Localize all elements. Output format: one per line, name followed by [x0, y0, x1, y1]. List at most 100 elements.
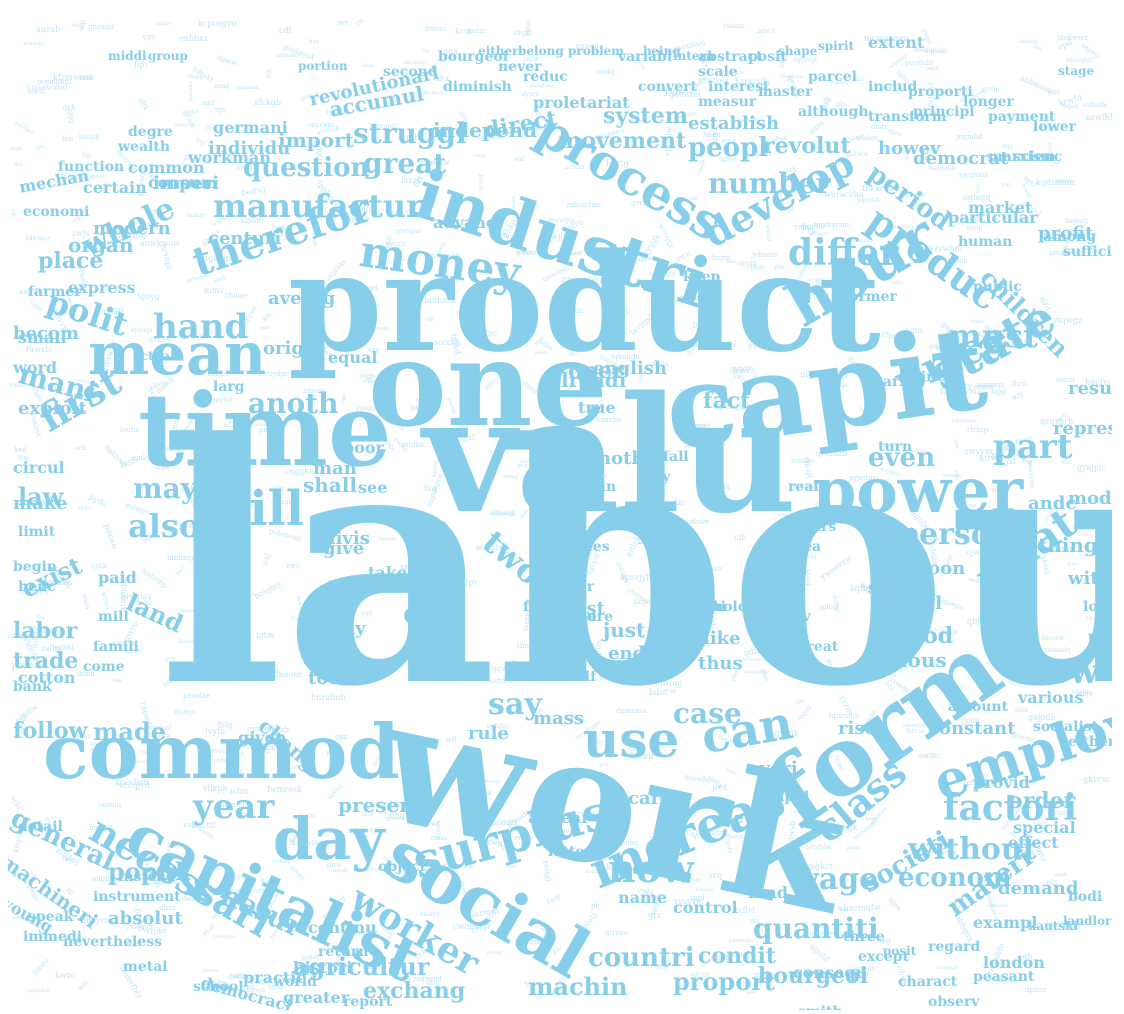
filler-word: nisgs: [777, 512, 791, 518]
filler-word: iwr: [337, 20, 349, 27]
filler-word: mjkx: [281, 293, 294, 299]
filler-word: qqd: [691, 894, 705, 902]
filler-word: jzvtjx: [847, 845, 861, 851]
filler-word: hkassyn: [987, 903, 1008, 909]
filler-word: ksf: [855, 76, 864, 83]
word-right: right: [803, 509, 843, 525]
filler-word: mut: [517, 463, 527, 469]
word-centuri: centuri: [208, 228, 282, 249]
word-begin: begin: [13, 559, 57, 575]
word-man: man: [313, 458, 357, 479]
filler-word: sjgy: [183, 112, 194, 118]
filler-word: slegakz: [1050, 810, 1073, 817]
filler-word: cqaawxod: [27, 83, 68, 92]
filler-word: xvksgvc: [791, 458, 816, 465]
filler-word: hkfpd: [633, 599, 651, 606]
filler-word: gajpdh: [1028, 713, 1056, 722]
word-averag: averag: [268, 288, 336, 309]
filler-word: yqg: [361, 610, 373, 617]
filler-word: hxbu: [137, 600, 152, 607]
filler-word: zmawxtdg: [561, 275, 603, 284]
filler-word: hgd: [988, 156, 1002, 164]
filler-word: rfsqgagv: [354, 20, 379, 28]
filler-word: yukcf: [152, 724, 172, 732]
filler-word: hmifm: [1085, 378, 1111, 387]
filler-word: eywnpi: [131, 327, 153, 334]
filler-word: xwnydpr: [258, 370, 289, 378]
word-andc: andc: [1028, 493, 1077, 514]
word-time: time: [138, 371, 392, 489]
filler-word: cdt: [279, 26, 292, 35]
filler-word: jcygw: [516, 249, 537, 257]
word-differ: differ: [788, 232, 899, 274]
word-interest: interest: [708, 79, 770, 95]
filler-word: dlminuw: [422, 90, 444, 96]
filler-word: ulq: [135, 95, 152, 111]
filler-word: mqi: [243, 984, 255, 991]
filler-word: tgoyg: [137, 292, 160, 301]
filler-word: tgdik: [91, 563, 107, 570]
filler-word: gurscu: [847, 151, 868, 158]
filler-word: ujmpy: [556, 828, 572, 834]
filler-word: qqa: [443, 47, 459, 56]
word-histori: histori: [293, 958, 353, 977]
word-articl: articl: [888, 593, 943, 614]
filler-word: imfrgihl: [771, 650, 800, 658]
filler-word: xrm: [986, 679, 998, 686]
word-long: long: [1083, 599, 1112, 615]
word-act: act: [418, 518, 449, 539]
filler-word: gsrg: [929, 343, 943, 350]
word-come: come: [83, 659, 125, 675]
word-degre: degre: [128, 124, 173, 140]
filler-word: yzkcqgkx: [972, 332, 1001, 339]
filler-word: gvry: [631, 199, 647, 207]
word-idea: idea: [788, 539, 822, 555]
word-number: number: [708, 167, 831, 200]
filler-word: zakogdmr: [566, 201, 602, 209]
word-proletariat: proletariat: [533, 93, 630, 112]
filler-word: oioiq: [597, 68, 615, 76]
filler-word: xqcl: [202, 100, 215, 107]
word-continu: continu: [308, 918, 377, 937]
word-howev: howev: [878, 138, 941, 159]
word-individu: individu: [208, 138, 291, 159]
filler-word: lxqrp: [712, 254, 731, 262]
filler-word: nuhzy: [187, 212, 206, 219]
word-everi: everi: [748, 758, 798, 779]
word-greater: greater: [283, 988, 350, 1007]
filler-word: jyzgyzl: [385, 241, 406, 248]
filler-word: gnzalyr: [88, 23, 115, 31]
filler-word: oamc: [919, 751, 941, 760]
filler-word: epyrpj: [737, 260, 757, 267]
filler-word: exe: [101, 182, 110, 188]
filler-word: duxga: [174, 708, 196, 716]
filler-word: tjnse: [414, 615, 434, 624]
filler-word: kyac: [555, 614, 574, 623]
filler-word: iwrczl: [1056, 377, 1075, 384]
word-control: control: [673, 898, 738, 917]
word-exampl: exampl: [973, 913, 1038, 932]
word-yet: yet: [638, 529, 662, 545]
filler-word: tfcwid: [1087, 616, 1103, 622]
filler-word: pmpzelsb: [1049, 249, 1083, 257]
filler-word: qtroyo: [605, 929, 629, 937]
word-small: small: [18, 328, 67, 347]
word-among: among: [1043, 229, 1097, 245]
word-germani: germani: [213, 118, 288, 137]
filler-word: dema: [431, 835, 448, 842]
filler-word: zdsuw: [303, 387, 326, 395]
filler-word: jclaa: [473, 788, 493, 797]
filler-word: jpcjd: [730, 365, 748, 373]
word-place: place: [38, 248, 104, 274]
word-exploit: exploit: [18, 398, 87, 419]
filler-word: hwoytrk: [677, 537, 698, 543]
word-either: either: [1068, 734, 1112, 750]
filler-word: tqu: [784, 206, 795, 213]
filler-word: mvmnk: [547, 647, 577, 656]
word-practic: practic: [243, 968, 306, 987]
word-carri: carri: [628, 788, 677, 809]
filler-word: fpb: [746, 988, 756, 995]
filler-word: jnbyf: [456, 309, 474, 317]
word-proport: proport: [673, 967, 775, 996]
word-school: school: [193, 979, 244, 995]
